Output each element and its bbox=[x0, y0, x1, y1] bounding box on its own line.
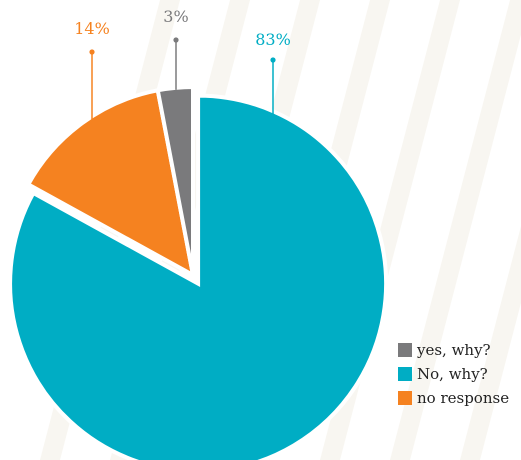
pie-slices bbox=[8, 84, 389, 460]
leader-dot bbox=[270, 57, 276, 63]
legend-item-no-response: no response bbox=[398, 386, 509, 410]
chart-legend: yes, why? No, why? no response bbox=[398, 338, 509, 410]
watermark-stripe bbox=[460, 226, 521, 460]
watermark-stripe bbox=[390, 0, 521, 460]
legend-item-yes-why: yes, why? bbox=[398, 338, 509, 362]
legend-swatch bbox=[398, 367, 412, 381]
legend-label: no response bbox=[417, 389, 510, 407]
value-label: 3% bbox=[163, 7, 188, 26]
value-labels: 83% 14% 3% bbox=[74, 7, 291, 49]
pie-slice-no-why bbox=[8, 93, 389, 460]
value-label: 83% bbox=[255, 30, 291, 49]
leader-dot bbox=[173, 37, 179, 43]
legend-label: yes, why? bbox=[417, 341, 491, 359]
legend-label: No, why? bbox=[417, 365, 488, 383]
value-label: 14% bbox=[74, 19, 110, 38]
leader-lines bbox=[89, 37, 276, 444]
leader-dot bbox=[89, 49, 95, 55]
legend-swatch bbox=[398, 391, 412, 405]
legend-swatch bbox=[398, 343, 412, 357]
legend-item-no-why: No, why? bbox=[398, 362, 509, 386]
pie-slice-no-response bbox=[25, 87, 196, 279]
